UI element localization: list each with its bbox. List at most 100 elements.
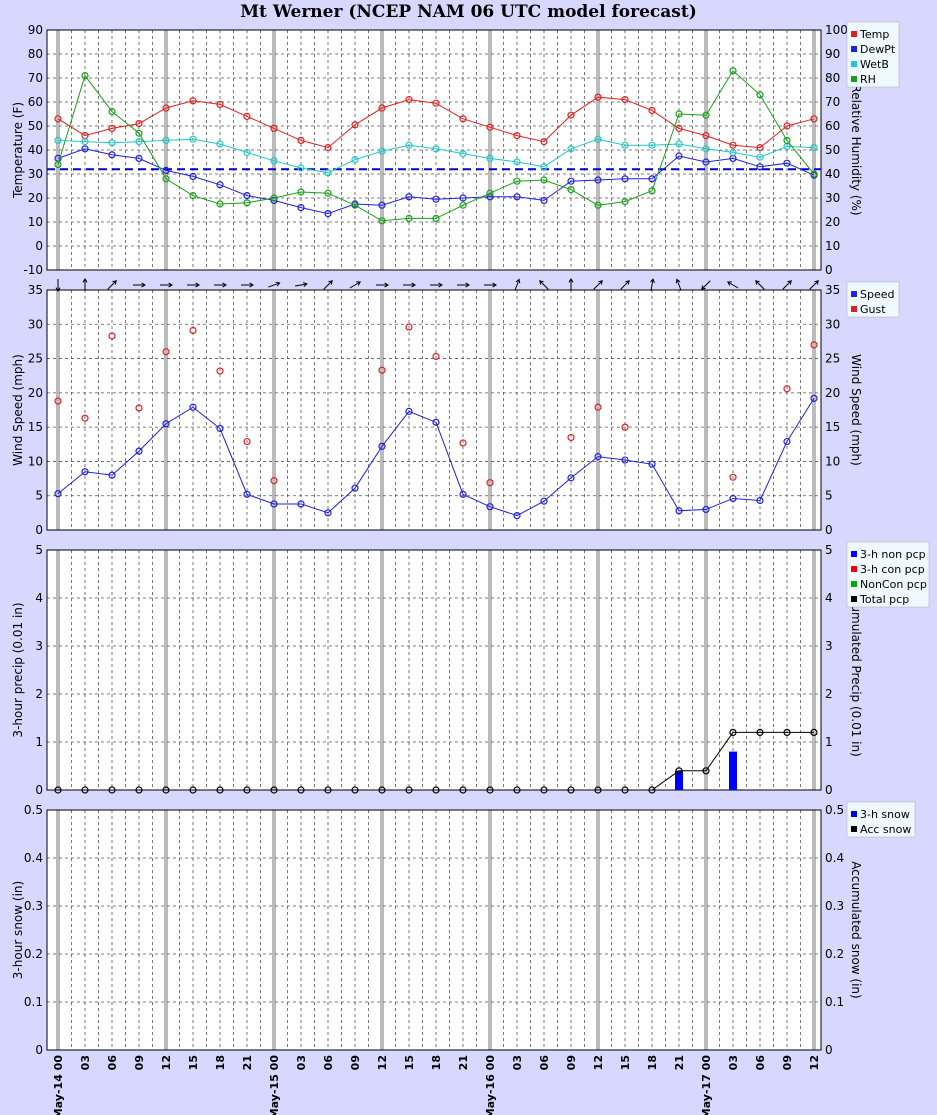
wind-arrow-head xyxy=(356,281,362,286)
legend-entry: 3-h non pcp xyxy=(860,548,926,561)
data-point xyxy=(378,366,386,374)
legend-entry: 3-h con pcp xyxy=(860,563,925,576)
y-axis-label-right: Accumulated snow (in) xyxy=(849,861,863,998)
chart-title: Mt Werner (NCEP NAM 06 UTC model forecas… xyxy=(240,2,697,22)
legend-entry: DewPt xyxy=(860,43,896,56)
legend-swatch xyxy=(851,581,857,587)
data-point xyxy=(405,407,413,415)
y-axis-label: Wind Speed (mph) xyxy=(11,354,25,466)
data-point xyxy=(756,496,764,505)
wind-arrow-head xyxy=(675,278,681,284)
data-point xyxy=(189,97,197,105)
data-point xyxy=(432,786,440,794)
data-point xyxy=(675,124,683,132)
legend-entry: Gust xyxy=(860,303,886,316)
data-point xyxy=(540,196,548,204)
data-point xyxy=(81,414,89,422)
y-tick-label: 10 xyxy=(28,454,43,468)
wind-arrow-head xyxy=(755,280,760,285)
data-point xyxy=(243,148,251,156)
data-point xyxy=(756,144,764,152)
data-point xyxy=(243,192,251,200)
y-axis-label: Temperature (F) xyxy=(11,102,25,199)
data-point xyxy=(486,193,494,201)
data-point xyxy=(810,341,818,349)
data-point xyxy=(135,138,143,146)
data-point xyxy=(216,424,224,433)
data-point xyxy=(135,154,143,162)
wind-arrow-head xyxy=(515,278,521,284)
data-point xyxy=(567,786,575,794)
y-tick-label-right: 0.5 xyxy=(825,803,844,817)
y-tick-label-right: 60 xyxy=(825,119,840,133)
data-point xyxy=(189,135,197,143)
x-tick-label: 09 xyxy=(781,1055,794,1070)
series-line xyxy=(57,148,815,215)
legend-swatch xyxy=(851,811,857,817)
data-point xyxy=(540,176,548,184)
data-point xyxy=(81,786,89,794)
data-point xyxy=(702,158,710,166)
plot-area xyxy=(47,550,821,790)
legend-swatch xyxy=(851,826,857,832)
snow-panel: 0 0 0.1 0.1 0.2 0.2 0.3 0.3 0.4 0.4 0.5 0.5 3-hour s… xyxy=(11,801,916,1057)
data-point xyxy=(243,112,251,121)
x-tick-label: 18 xyxy=(214,1055,227,1070)
plot-frame xyxy=(46,809,822,1051)
data-point xyxy=(540,497,548,505)
data-point xyxy=(270,786,278,794)
data-point xyxy=(621,198,629,206)
wind-arrow-head xyxy=(465,282,470,288)
data-point xyxy=(648,786,656,794)
legend-entry: Total pcp xyxy=(859,593,909,606)
x-tick-label: 09 xyxy=(133,1055,146,1070)
y-tick-label-right: 0.3 xyxy=(825,899,844,913)
data-point xyxy=(810,394,818,402)
data-point xyxy=(162,104,170,112)
wind-arrow xyxy=(620,280,630,290)
legend-swatch xyxy=(851,46,857,52)
data-point xyxy=(243,199,251,207)
data-point xyxy=(621,175,629,183)
legend: Temp DewPt WetB RH xyxy=(846,21,900,88)
data-point xyxy=(675,110,683,118)
y-tick-label: 25 xyxy=(28,352,43,366)
data-point xyxy=(648,141,656,149)
data-point xyxy=(729,148,737,156)
legend-entry: RH xyxy=(860,73,876,86)
wind-arrow-head xyxy=(195,282,200,288)
data-point xyxy=(162,786,170,794)
data-point xyxy=(378,786,386,794)
y-tick-label: 0 xyxy=(35,239,43,253)
y-tick-label: 30 xyxy=(28,167,43,181)
data-point xyxy=(108,139,116,147)
data-point xyxy=(351,484,359,492)
data-point xyxy=(594,786,602,794)
y-tick-label-right: 0 xyxy=(825,523,833,537)
precip-panel: 0 0 1 1 2 2 3 3 4 4 5 5 3-hour precip (0.01 in) Accum… xyxy=(11,541,930,797)
wind-arrow-head xyxy=(222,282,227,288)
data-point xyxy=(621,95,629,104)
data-point xyxy=(81,71,89,80)
data-point xyxy=(675,767,683,775)
data-point xyxy=(459,194,467,202)
data-point xyxy=(81,145,89,153)
x-tick-label: May-17 00 xyxy=(700,1055,713,1115)
wind-arrow xyxy=(593,280,603,290)
data-point xyxy=(729,473,737,481)
data-point xyxy=(216,786,224,794)
data-point xyxy=(324,189,332,197)
data-point xyxy=(81,138,89,146)
data-point xyxy=(513,158,521,166)
series-line xyxy=(57,398,815,517)
legend-box xyxy=(846,541,930,608)
wind-arrow xyxy=(676,279,682,291)
data-point xyxy=(135,119,143,128)
y-tick-label-right: 15 xyxy=(825,420,840,434)
data-point xyxy=(540,163,548,171)
plot-frame xyxy=(46,289,822,531)
data-point xyxy=(270,196,278,204)
wind-arrow xyxy=(701,280,711,290)
x-tick-label: 18 xyxy=(646,1055,659,1070)
y-tick-label-right: 10 xyxy=(825,239,840,253)
